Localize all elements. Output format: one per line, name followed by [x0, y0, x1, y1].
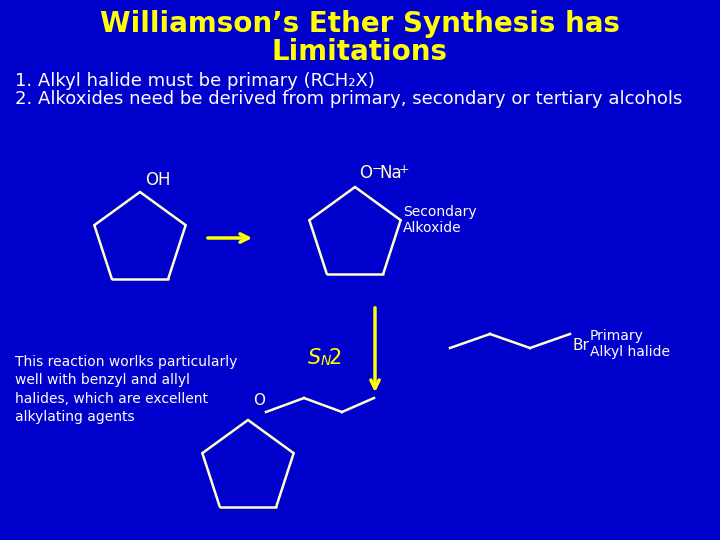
Text: Secondary
Alkoxide: Secondary Alkoxide: [403, 205, 477, 235]
Text: +: +: [399, 163, 410, 176]
Text: Primary
Alkyl halide: Primary Alkyl halide: [590, 329, 670, 359]
Text: O: O: [253, 393, 265, 408]
Text: N: N: [321, 354, 331, 368]
Text: −: −: [372, 163, 382, 176]
Text: 1. Alkyl halide must be primary (RCH₂X): 1. Alkyl halide must be primary (RCH₂X): [15, 72, 375, 90]
Text: Limitations: Limitations: [272, 38, 448, 66]
Text: 2. Alkoxides need be derived from primary, secondary or tertiary alcohols: 2. Alkoxides need be derived from primar…: [15, 90, 683, 108]
Text: 2: 2: [329, 348, 342, 368]
Text: O: O: [359, 164, 372, 182]
Text: Br: Br: [573, 338, 590, 353]
Text: Na: Na: [379, 164, 402, 182]
Text: This reaction worlks particularly
well with benzyl and allyl
halides, which are : This reaction worlks particularly well w…: [15, 355, 238, 424]
Text: S: S: [308, 348, 321, 368]
Text: OH: OH: [145, 171, 171, 189]
Text: Williamson’s Ether Synthesis has: Williamson’s Ether Synthesis has: [100, 10, 620, 38]
